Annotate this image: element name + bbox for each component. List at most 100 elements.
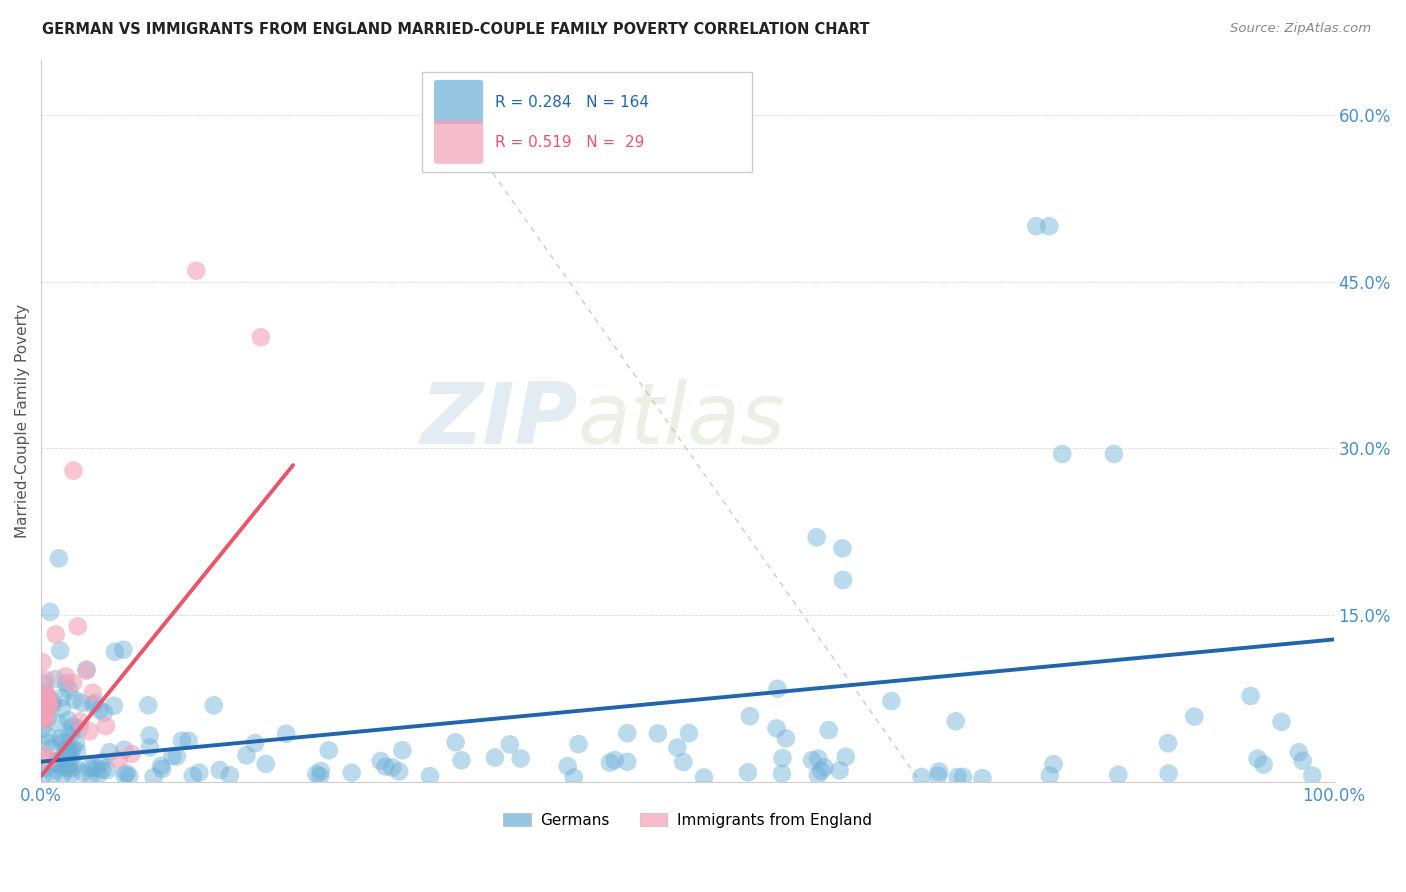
Point (1025, 219, 1047, 234)
Point (813, 760, 835, 774)
Point (340, 765, 363, 780)
Point (69, 714, 91, 729)
Point (31, 713, 53, 727)
Point (1288, 745, 1310, 759)
Point (62, 464, 84, 478)
Point (37, 753, 59, 767)
Point (835, 749, 858, 764)
Point (150, 762, 173, 776)
Point (1182, 709, 1205, 723)
Point (89, 703, 111, 717)
Point (766, 681, 789, 696)
Point (58, 682, 80, 697)
Point (484, 750, 506, 764)
Legend: Germans, Immigrants from England: Germans, Immigrants from England (495, 805, 879, 836)
Point (1301, 769, 1323, 783)
Point (162, 749, 184, 764)
Point (202, 698, 225, 713)
Point (86, 761, 108, 775)
Point (104, 645, 127, 659)
Point (243, 736, 266, 750)
Point (53, 743, 76, 757)
Point (66, 744, 89, 758)
Point (114, 768, 136, 782)
Point (381, 760, 404, 774)
Point (62, 719, 84, 733)
Point (41, 741, 63, 756)
Point (82, 686, 104, 700)
Point (1038, 219, 1060, 234)
Point (35, 689, 58, 703)
Point (34, 761, 56, 775)
Point (84, 696, 107, 710)
Point (666, 740, 689, 755)
Point (562, 771, 585, 785)
Point (41, 698, 63, 713)
Point (37, 730, 59, 744)
Point (952, 770, 974, 784)
Point (738, 709, 761, 723)
Point (112, 642, 135, 657)
Point (188, 765, 211, 780)
Point (82, 698, 104, 712)
Point (807, 751, 830, 765)
FancyBboxPatch shape (422, 72, 752, 171)
Point (1253, 757, 1275, 772)
Point (94, 719, 117, 733)
Point (46, 757, 69, 772)
Point (31, 710, 53, 724)
Point (678, 726, 700, 740)
Point (309, 764, 332, 778)
Point (391, 743, 413, 757)
Point (59, 762, 82, 776)
Point (37, 699, 59, 714)
Point (34, 686, 56, 700)
Point (63, 692, 86, 706)
Point (51, 734, 73, 748)
Point (509, 751, 531, 765)
Point (38, 698, 60, 712)
Point (42, 767, 65, 781)
Point (219, 768, 242, 782)
Point (32, 747, 55, 762)
Point (186, 263, 208, 277)
Point (93, 706, 115, 720)
Point (138, 728, 160, 742)
Point (250, 330, 273, 344)
Point (56, 742, 79, 756)
Point (946, 770, 969, 784)
Point (45, 627, 67, 641)
Point (42, 695, 65, 709)
Point (374, 759, 396, 773)
Point (55, 669, 77, 683)
Point (831, 541, 853, 556)
Point (98, 745, 121, 759)
Point (616, 726, 638, 740)
Text: atlas: atlas (578, 379, 786, 462)
Point (76, 663, 98, 677)
Point (603, 753, 626, 767)
Point (112, 742, 135, 756)
Point (45, 763, 67, 777)
Point (1042, 757, 1064, 772)
Point (52, 767, 75, 781)
Point (34, 702, 56, 716)
Text: Source: ZipAtlas.com: Source: ZipAtlas.com (1230, 22, 1371, 36)
Point (69, 721, 91, 735)
Point (31, 708, 53, 723)
Point (1270, 714, 1292, 729)
Text: R = 0.284   N = 164: R = 0.284 N = 164 (495, 95, 648, 110)
Point (51, 701, 73, 715)
Point (70, 696, 93, 710)
Point (770, 767, 793, 781)
Point (388, 764, 411, 779)
Point (51, 690, 73, 705)
Point (1107, 768, 1129, 782)
Point (53, 735, 76, 749)
Point (31, 655, 53, 669)
Point (44, 672, 66, 686)
Point (58, 713, 80, 727)
Point (599, 756, 621, 770)
Text: ZIP: ZIP (420, 379, 578, 462)
Point (37, 692, 59, 706)
